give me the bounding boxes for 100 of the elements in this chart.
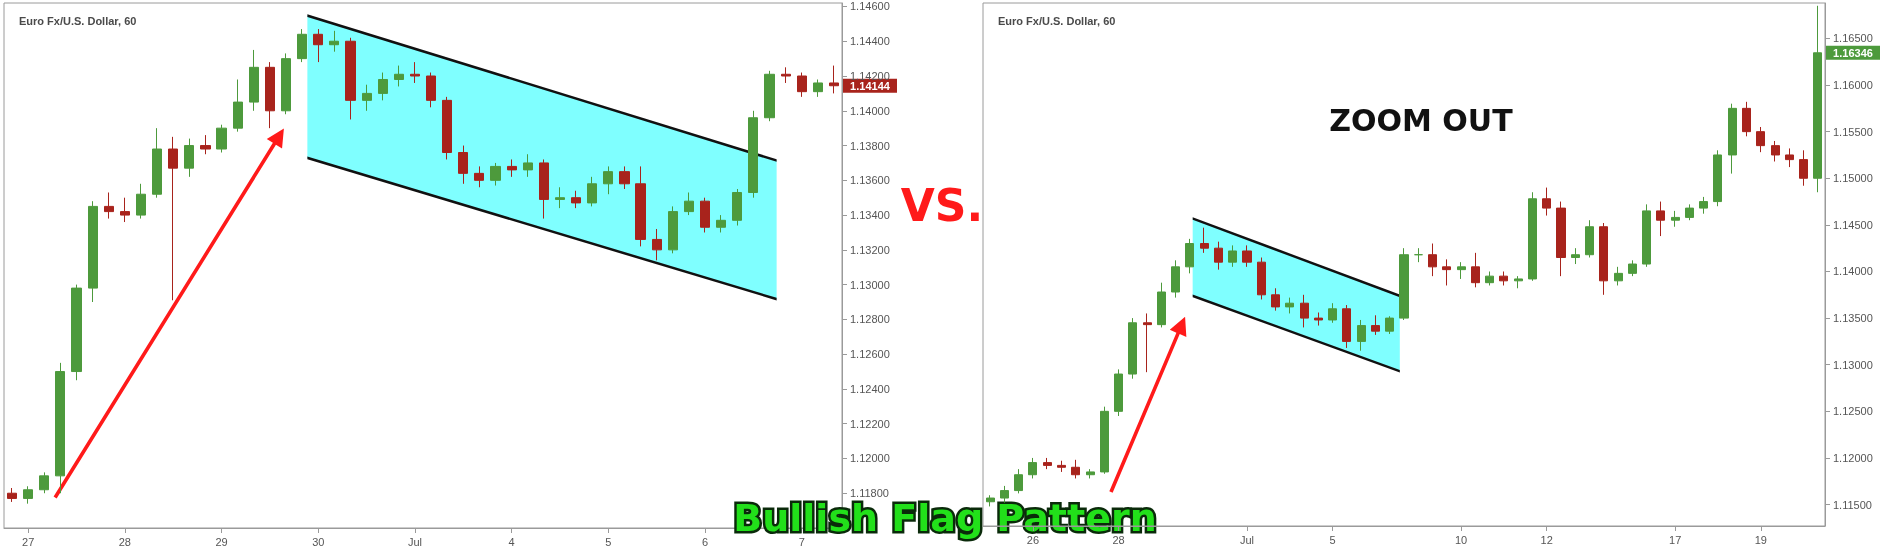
candlestick — [555, 186, 565, 209]
candlestick — [1599, 222, 1608, 296]
candlestick — [1642, 203, 1651, 268]
candlestick — [603, 165, 613, 195]
candlestick — [378, 72, 388, 101]
candlestick — [1756, 126, 1765, 153]
candlestick — [1071, 459, 1080, 479]
candlestick — [571, 190, 581, 209]
candlestick — [1628, 259, 1637, 277]
x-tick-label: 28 — [118, 535, 131, 548]
candlestick — [1799, 149, 1808, 187]
x-tick-label: 5 — [1329, 533, 1336, 546]
candlestick — [539, 158, 549, 220]
candlestick — [1742, 101, 1751, 137]
candlestick — [1228, 244, 1237, 268]
candlestick — [523, 153, 533, 178]
candlestick — [1514, 275, 1523, 289]
candlestick — [1086, 468, 1095, 479]
y-tick-label: 1.13400 — [850, 209, 890, 222]
y-tick-label: 1.14500 — [1833, 218, 1873, 231]
candlestick — [265, 61, 275, 129]
candlestick — [1728, 103, 1737, 175]
annotation: ZOOM OUT — [1329, 102, 1513, 138]
candlestick — [1328, 302, 1337, 324]
y-tick-label: 1.16500 — [1833, 32, 1873, 45]
candlestick — [1143, 312, 1152, 373]
candlestick — [442, 96, 452, 160]
candlestick — [1114, 368, 1123, 417]
x-tick-label: 6 — [701, 535, 709, 548]
y-tick-label: 1.13600 — [850, 174, 890, 187]
candlestick — [619, 165, 630, 190]
x-tick-label: Jul — [1239, 533, 1255, 546]
y-tick-label: 1.12800 — [850, 313, 890, 326]
y-tick-label: 1.13200 — [850, 243, 890, 256]
candlestick — [313, 28, 323, 63]
candlestick — [71, 284, 82, 381]
y-tick-label: 1.12200 — [850, 417, 890, 430]
candlestick — [1371, 314, 1380, 336]
candlestick — [55, 362, 65, 494]
candlestick — [1157, 282, 1166, 328]
x-tick-label: 17 — [1669, 533, 1682, 546]
candlestick — [1342, 304, 1351, 349]
candlestick — [507, 158, 517, 178]
candlestick — [1014, 468, 1023, 494]
y-tick-label: 1.13000 — [1833, 358, 1873, 371]
candlestick — [1556, 201, 1566, 277]
text: Euro Fx/U.S. Dollar, 60 — [19, 14, 137, 27]
candlestick — [490, 162, 501, 187]
y-tick-label: 1.12400 — [850, 382, 890, 395]
y-tick-label: 1.12000 — [850, 452, 890, 465]
y-tick-label: 1.12600 — [850, 348, 890, 361]
candlestick — [1785, 147, 1794, 168]
candlestick — [652, 228, 662, 261]
candlestick — [200, 134, 211, 155]
candlestick — [88, 200, 98, 303]
candlestick — [394, 65, 404, 87]
candlestick — [986, 494, 995, 507]
candlestick — [668, 205, 678, 254]
candlestick — [1385, 315, 1394, 335]
candlestick — [732, 188, 742, 227]
x-tick-label: 5 — [605, 535, 612, 548]
candlestick — [1357, 319, 1366, 352]
candlestick — [1399, 247, 1409, 321]
candlestick — [1171, 259, 1180, 299]
candlestick — [635, 165, 646, 247]
candlestick — [474, 165, 484, 188]
candlestick — [120, 197, 130, 223]
x-tick-label: 27 — [22, 535, 35, 548]
candlestick — [1428, 243, 1437, 277]
candlestick — [684, 191, 694, 216]
candlestick — [1571, 247, 1580, 265]
candlestick — [1471, 252, 1480, 288]
candlestick — [1057, 460, 1066, 473]
candlestick — [1457, 261, 1466, 280]
candlestick — [764, 70, 775, 122]
candlestick — [152, 127, 162, 199]
y-tick-label: 1.13800 — [850, 139, 890, 152]
y-tick-label: 1.13500 — [1833, 312, 1873, 325]
y-tick-label: 1.11800 — [850, 487, 889, 500]
candlestick — [1043, 457, 1052, 470]
candlestick — [1000, 485, 1009, 504]
candlestick — [1128, 317, 1137, 380]
candlestick — [345, 37, 356, 120]
candlestick — [587, 176, 597, 207]
candlestick — [1713, 149, 1722, 207]
x-tick-label: Jul — [407, 535, 422, 548]
candlestick — [1699, 196, 1708, 215]
candlestick — [410, 61, 420, 84]
candlestick — [1214, 241, 1223, 271]
candlestick — [1414, 247, 1423, 263]
candlestick — [1656, 201, 1665, 237]
candlestick — [458, 145, 468, 185]
x-tick-label: 29 — [215, 535, 228, 548]
y-tick-label: 1.14000 — [1833, 265, 1873, 278]
candlestick — [1100, 406, 1109, 475]
candlestick — [1485, 270, 1494, 286]
y-tick-label: 1.11500 — [1833, 498, 1872, 511]
candlestick — [136, 183, 146, 220]
text: Euro Fx/U.S. Dollar, 60 — [998, 14, 1116, 27]
x-tick-label: 30 — [312, 535, 325, 548]
